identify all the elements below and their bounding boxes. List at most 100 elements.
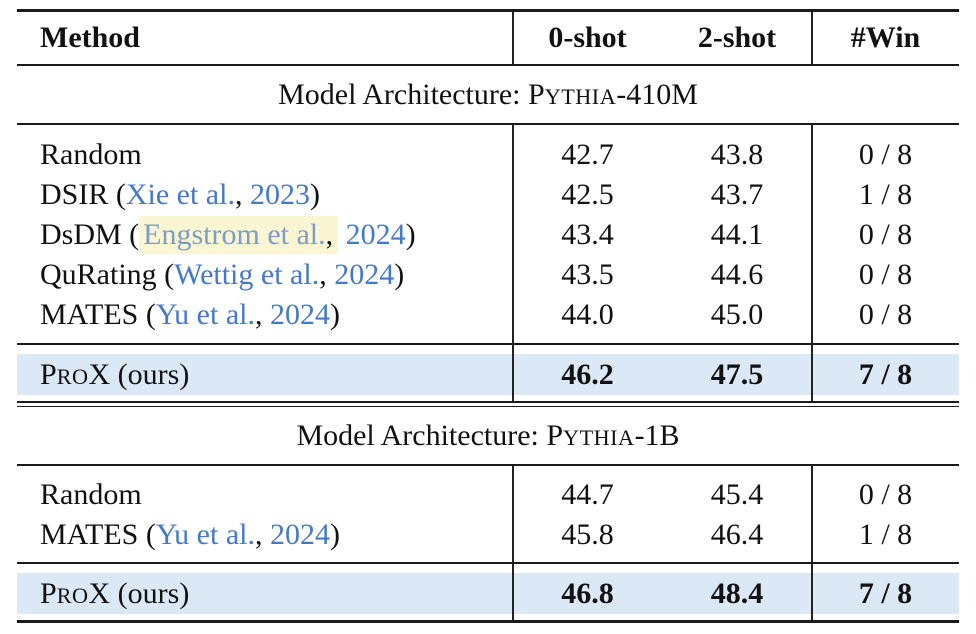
- text-segment: ): [394, 258, 405, 291]
- table-row: MATES (Yu et al., 2024) 45.8 46.4 1 / 8: [17, 515, 959, 555]
- column-divider: [811, 12, 813, 64]
- method-cell: MATES (Yu et al., 2024): [17, 295, 513, 335]
- text-segment: [338, 218, 346, 251]
- table-rule: [17, 343, 959, 345]
- cell-2shot: 46.4: [710, 518, 764, 551]
- method-cell: MATES (Yu et al., 2024): [17, 515, 513, 555]
- text-segment: DSIR (: [40, 178, 126, 211]
- cell-win: 0 / 8: [858, 218, 913, 251]
- text-segment: ,: [319, 258, 335, 291]
- text-segment: ): [405, 218, 416, 251]
- text-segment: ,: [234, 178, 250, 211]
- table-row: DSIR (Xie et al., 2023) 42.5 43.7 1 / 8: [17, 175, 959, 215]
- text-segment: P: [40, 577, 57, 610]
- cell-win: 1 / 8: [858, 178, 913, 211]
- cell-2shot: 43.7: [710, 178, 764, 211]
- smallcaps-text: YTHIA: [563, 425, 635, 450]
- results-table: Method 0-shot 2-shot #Win Model Architec…: [17, 9, 959, 623]
- cell-win: 0 / 8: [858, 478, 913, 511]
- table-rule: [17, 562, 959, 564]
- cell-2shot: 44.6: [710, 258, 764, 291]
- table-row: MATES (Yu et al., 2024) 44.0 45.0 0 / 8: [17, 295, 959, 335]
- table-rule: [17, 123, 959, 125]
- cell-2shot: 47.5: [710, 358, 764, 391]
- smallcaps-text: YTHIA: [544, 84, 617, 109]
- cell-0shot: 42.7: [561, 138, 614, 171]
- text-segment: -1B: [634, 419, 680, 452]
- col-header-0shot: 0-shot: [548, 21, 627, 54]
- citation-link[interactable]: Yu et al.: [155, 518, 255, 551]
- text-segment: ): [329, 518, 340, 551]
- citation-link[interactable]: 2024: [345, 218, 406, 251]
- cell-0shot: 43.4: [561, 218, 614, 251]
- table-rule-bottom: [17, 620, 959, 623]
- table-rule-top: [17, 9, 959, 12]
- method-cell: Random: [17, 475, 513, 515]
- method-cell: PROX (ours): [17, 354, 513, 395]
- citation-link[interactable]: Wettig et al.: [174, 258, 320, 291]
- table-rule: [17, 401, 959, 407]
- highlighted-row-block: PROX (ours) 46.8 48.4 7 / 8: [17, 564, 959, 620]
- table-row: DsDM (Engstrom et al., 2024) 43.4 44.1 0 / …: [17, 215, 959, 255]
- column-divider: [811, 466, 813, 562]
- table-row: QuRating (Wettig et al., 2024) 43.5 44.6 0 …: [17, 255, 959, 295]
- text-segment: Model Architecture:: [278, 78, 529, 111]
- table-header-row: Method 0-shot 2-shot #Win: [17, 12, 959, 64]
- citation-link[interactable]: 2023: [249, 178, 310, 211]
- column-divider: [811, 125, 813, 343]
- cell-0shot: 43.5: [561, 258, 614, 291]
- text-segment: ): [309, 178, 320, 211]
- cell-0shot: 42.5: [561, 178, 614, 211]
- column-divider: [512, 345, 514, 401]
- cell-0shot: 46.2: [561, 358, 614, 391]
- citation-link[interactable]: 2024: [269, 298, 330, 331]
- citation-link-highlighted[interactable]: Engstrom et al.: [139, 216, 326, 254]
- text-segment: ): [329, 298, 340, 331]
- method-cell: PROX (ours): [17, 573, 513, 614]
- column-divider: [512, 564, 514, 620]
- highlighted-method-row: PROX (ours) 46.2 47.5 7 / 8: [17, 354, 959, 395]
- text-segment: X (ours): [88, 577, 190, 610]
- table-rule: [17, 464, 959, 466]
- cell-win: 1 / 8: [858, 518, 913, 551]
- text-highlight: ,: [325, 216, 339, 254]
- text-segment: X (ours): [88, 358, 190, 391]
- column-divider: [512, 466, 514, 562]
- method-cell: DsDM (Engstrom et al., 2024): [17, 215, 513, 255]
- text-segment: QuRating (: [40, 258, 175, 291]
- table-rule: [17, 64, 959, 66]
- cell-0shot: 44.7: [561, 478, 614, 511]
- cell-win: 0 / 8: [858, 258, 913, 291]
- highlighted-row-block: PROX (ours) 46.2 47.5 7 / 8: [17, 345, 959, 401]
- section-body: Random 44.7 45.4 0 / 8 MATES (Yu et al., 202…: [17, 466, 959, 562]
- section-header: Model Architecture: PYTHIA-1B: [17, 407, 959, 464]
- text-segment: MATES (: [40, 518, 156, 551]
- col-header-win: #Win: [850, 21, 921, 54]
- text-segment: ,: [254, 298, 270, 331]
- text-segment: -410M: [616, 78, 698, 111]
- highlighted-method-row: PROX (ours) 46.8 48.4 7 / 8: [17, 573, 959, 614]
- smallcaps-text: RO: [56, 583, 89, 608]
- smallcaps-text: RO: [56, 364, 89, 389]
- citation-link[interactable]: Xie et al.: [125, 178, 235, 211]
- table-row: Random 42.7 43.8 0 / 8: [17, 135, 959, 175]
- column-divider: [811, 345, 813, 401]
- cell-win: 0 / 8: [858, 298, 913, 331]
- cell-0shot: 46.8: [561, 577, 614, 610]
- section-body: Random 42.7 43.8 0 / 8 DSIR (Xie et al., 202…: [17, 125, 959, 343]
- cell-2shot: 48.4: [710, 577, 764, 610]
- text-segment: Model Architecture:: [296, 419, 547, 452]
- citation-link[interactable]: 2024: [269, 518, 330, 551]
- cell-win: 0 / 8: [858, 138, 913, 171]
- text-segment: Random: [40, 138, 142, 171]
- cell-win: 7 / 8: [858, 577, 913, 610]
- citation-link[interactable]: 2024: [334, 258, 395, 291]
- table-row: Random 44.7 45.4 0 / 8: [17, 475, 959, 515]
- method-cell: Random: [17, 135, 513, 175]
- text-segment: Random: [40, 478, 142, 511]
- citation-link[interactable]: Yu et al.: [155, 298, 255, 331]
- cell-2shot: 45.0: [710, 298, 764, 331]
- col-header-method: Method: [40, 21, 140, 54]
- cell-2shot: 43.8: [710, 138, 764, 171]
